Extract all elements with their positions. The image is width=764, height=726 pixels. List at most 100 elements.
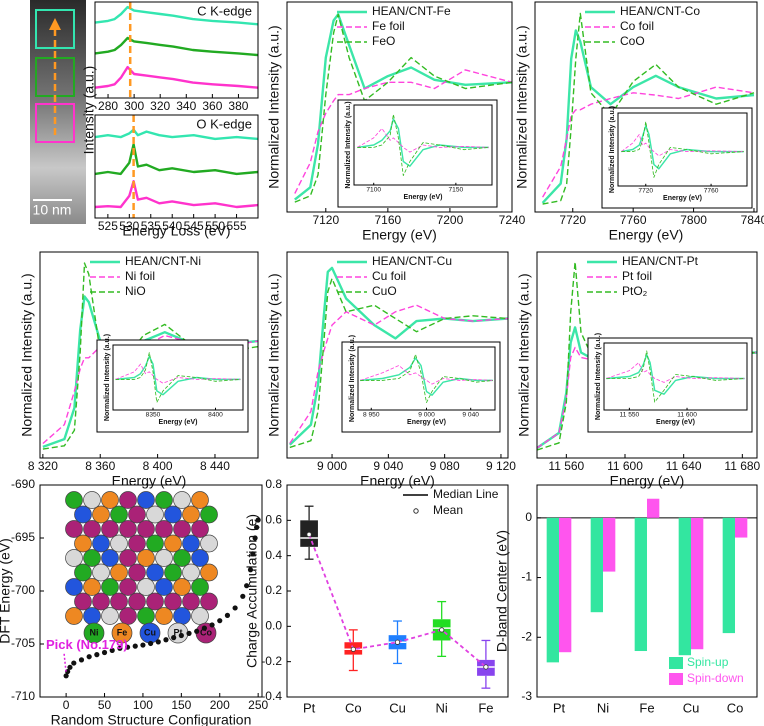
legend-swatch (669, 673, 683, 685)
line-series (294, 13, 513, 201)
plot-frame (603, 342, 748, 411)
x-tick-label: 360 (202, 99, 222, 113)
atom (83, 520, 101, 538)
atom (164, 505, 182, 524)
y-axis-label: Charge Accumulation (e) (244, 514, 260, 668)
bar (634, 517, 647, 652)
panel-annotation: C K-edge (197, 3, 252, 18)
line-series (94, 180, 259, 209)
point (117, 645, 123, 651)
x-tick-label: Fe (478, 700, 493, 715)
legend-label: Ni foil (125, 269, 155, 283)
atom (191, 549, 209, 567)
line-series (606, 362, 745, 383)
x-tick-label: 280 (98, 99, 118, 113)
y-tick-label: -3 (521, 689, 532, 703)
line-series (94, 128, 259, 141)
atom (119, 491, 137, 509)
point (67, 664, 73, 670)
plot-frame (536, 251, 758, 459)
x-tick-label: Pt (553, 700, 566, 715)
line-series (115, 363, 241, 384)
point (217, 618, 223, 624)
x-tick-label: 9 000 (317, 459, 347, 473)
y-axis-label: Intensity (a.u.) (81, 66, 97, 155)
x-tick-label: Pt (303, 700, 316, 715)
inset-frame (587, 337, 753, 433)
atom (200, 563, 218, 582)
atom-legend-label: Fe (117, 627, 128, 637)
x-tick-label: 340 (176, 99, 196, 113)
x-axis-label: Energy (eV) (112, 473, 187, 489)
x-tick-label: 8 320 (28, 459, 58, 473)
atom-legend-swatch (111, 622, 133, 644)
bar (603, 517, 616, 572)
atom (92, 592, 110, 611)
x-tick-label: 0 (63, 698, 70, 712)
atom (74, 534, 92, 553)
x-tick-label: 555 (227, 219, 247, 233)
line-series (357, 113, 489, 177)
x-axis-label: Energy (eV) (362, 227, 437, 243)
x-tick-label: Ni (436, 700, 448, 715)
line-series (357, 128, 489, 153)
line-series (94, 65, 259, 89)
inset-frame (337, 99, 498, 208)
atom (200, 534, 218, 553)
plot-frame (536, 484, 758, 698)
y-tick-label: -695 (11, 530, 35, 544)
atom (182, 563, 200, 582)
atom (101, 578, 119, 596)
inset-frame (341, 341, 501, 433)
x-axis-label: Energy (eV) (663, 195, 702, 202)
x-tick-label: Fe (639, 700, 654, 715)
y-axis-label: Normalized Intensity (a.u.) (104, 334, 111, 421)
atom-legend-label: Pt (174, 627, 183, 637)
x-tick-label: 7760 (620, 213, 647, 227)
atom (137, 520, 155, 538)
mean-marker (350, 646, 356, 652)
atom (146, 592, 164, 611)
legend-label: HEAN/CNT-Pt (622, 254, 699, 268)
x-axis-label: Random Structure Configuration (51, 712, 252, 726)
point (86, 654, 92, 660)
x-tick-label: 7200 (437, 213, 464, 227)
bar (559, 517, 572, 653)
line-series (94, 5, 259, 26)
mean-marker (394, 639, 401, 645)
x-tick-label: 550 (205, 219, 225, 233)
x-axis-label: Energy (eV) (159, 419, 198, 426)
point (124, 644, 131, 650)
x-axis-label: Energy (eV) (360, 473, 435, 489)
point (252, 535, 258, 541)
atom (200, 592, 218, 611)
x-axis-label: Energy (eV) (656, 419, 695, 426)
atom (110, 534, 128, 553)
legend-label: NiO (125, 284, 146, 298)
point (140, 642, 146, 648)
legend-label: HEAN/CNT-Ni (125, 254, 201, 268)
bar (590, 517, 603, 613)
atom (182, 505, 200, 524)
point (201, 625, 207, 631)
line-series (294, 69, 513, 194)
atom (155, 520, 173, 538)
y-tick-label: 0.2 (265, 583, 282, 597)
y-tick-label: 0.6 (265, 513, 282, 527)
bar (691, 517, 704, 650)
atom-legend-label: Co (200, 627, 212, 637)
atom (65, 520, 83, 538)
x-tick-label: 380 (228, 99, 248, 113)
x-tick-label: 9 120 (486, 459, 516, 473)
y-axis-label: DFT Energy (eV) (0, 538, 13, 644)
point (194, 628, 200, 634)
y-tick-label: 0 (525, 510, 532, 524)
point (63, 673, 69, 679)
point (78, 657, 85, 663)
x-tick-label: 7150 (449, 187, 464, 194)
y-tick-label: -705 (11, 636, 35, 650)
line-series (542, 12, 755, 205)
x-axis-label: Energy Loss (eV) (122, 223, 230, 239)
atom (92, 534, 110, 553)
